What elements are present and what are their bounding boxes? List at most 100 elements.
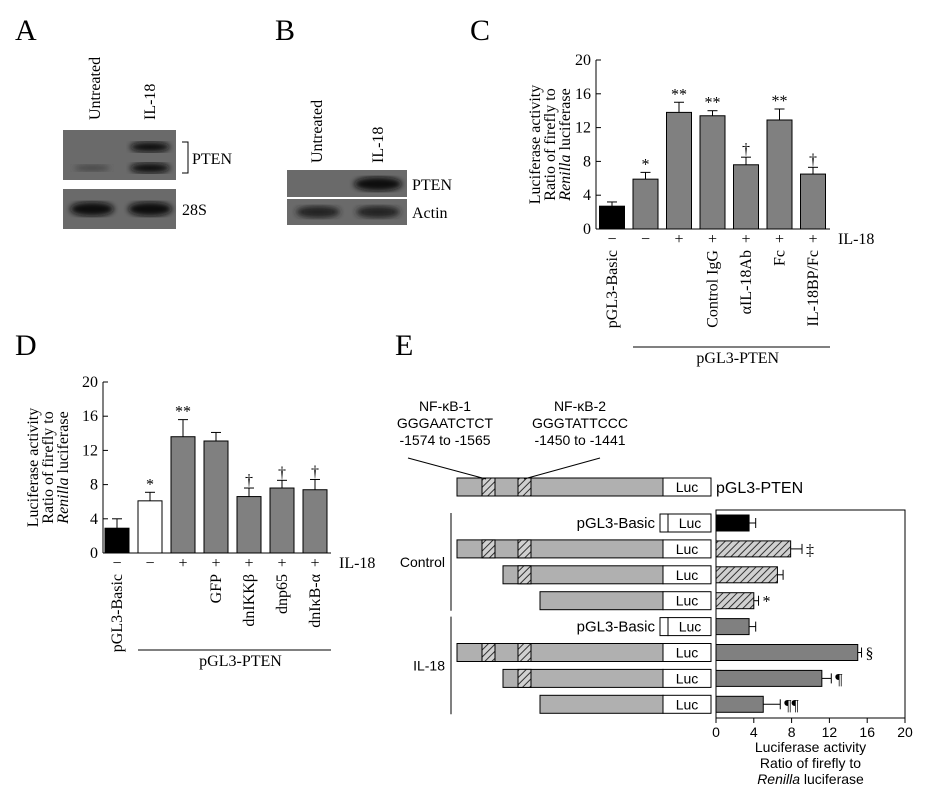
treatment-sign: − <box>145 555 154 572</box>
luc-label: Luc <box>676 593 699 609</box>
annotation: † <box>278 464 286 481</box>
panel-label: B <box>275 14 295 47</box>
group-label: pGL3-PTEN <box>696 350 779 367</box>
row-label: pGL3-Basic <box>577 515 656 532</box>
y-tick-label: 20 <box>82 374 98 391</box>
treatment-sign: − <box>112 555 121 572</box>
group-label: IL-18 <box>413 657 445 673</box>
treatment-sign: + <box>708 231 717 248</box>
lane-label: Untreated <box>87 57 104 120</box>
nf-kb-site <box>517 668 532 688</box>
x-tick-label: Fc <box>772 250 789 266</box>
x-tick-label: 16 <box>859 724 875 740</box>
annotation: ‡ <box>806 542 814 559</box>
annotation: * <box>642 156 650 173</box>
luc-box <box>662 668 712 688</box>
treatment-label: IL-18 <box>838 231 874 248</box>
y-tick-label: 12 <box>82 442 98 459</box>
bar <box>800 173 826 230</box>
group-label: Control <box>400 554 445 570</box>
bar <box>170 436 196 554</box>
x-axis-label-italic: Renilla <box>757 771 800 787</box>
treatment-sign: + <box>674 231 683 248</box>
bar <box>137 500 163 554</box>
x-tick-label: 4 <box>750 724 758 740</box>
y-axis-label-end: luciferase <box>55 411 72 473</box>
lane-label: IL-18 <box>370 127 387 163</box>
annotation: ** <box>175 404 191 421</box>
bar <box>302 489 328 554</box>
bar <box>715 540 792 558</box>
x-tick-label: pGL3-Basic <box>109 574 126 652</box>
blot <box>63 130 176 229</box>
band-label: PTEN <box>412 177 452 194</box>
site-name: NF-κB-1 <box>419 398 471 414</box>
luc-label: Luc <box>679 515 702 531</box>
x-tick-label: αIL-18Ab <box>738 250 755 314</box>
y-tick-label: 4 <box>583 187 591 204</box>
treatment-label: IL-18 <box>339 555 375 572</box>
x-tick-label: GFP <box>208 574 225 603</box>
luc-label: Luc <box>676 479 699 495</box>
site-pos: -1450 to -1441 <box>534 432 625 448</box>
treatment-sign: + <box>775 231 784 248</box>
annotation: † <box>245 472 253 489</box>
nf-kb-site <box>517 565 532 585</box>
bar <box>203 440 229 554</box>
y-tick-label: 16 <box>575 86 591 103</box>
bar <box>632 178 659 230</box>
bar <box>236 496 262 554</box>
luc-box <box>662 477 712 497</box>
x-tick-label: 20 <box>897 724 913 740</box>
treatment-sign: + <box>178 555 187 572</box>
x-axis-label-end: luciferase <box>804 771 864 787</box>
luc-box <box>667 513 712 533</box>
bar <box>715 514 750 532</box>
luc-label: Luc <box>676 670 699 686</box>
site-seq: GGGAATCTCT <box>397 415 494 431</box>
nf-kb-site <box>481 539 496 559</box>
panel-label: A <box>15 14 37 47</box>
y-axis-label-italic: Renilla <box>557 154 574 201</box>
y-tick-label: 0 <box>90 545 98 562</box>
construct-label: pGL3-PTEN <box>716 480 803 497</box>
annotation: § <box>866 646 874 663</box>
treatment-sign: + <box>244 555 253 572</box>
treatment-sign: + <box>211 555 220 572</box>
y-axis-label: Renilla luciferase <box>55 411 72 524</box>
nf-kb-site <box>517 477 532 497</box>
luc-label: Luc <box>676 541 699 557</box>
bar <box>104 527 130 554</box>
x-tick-label: Control IgG <box>705 250 722 328</box>
luc-label: Luc <box>676 696 699 712</box>
vector-box <box>659 513 669 533</box>
y-axis-label: Ratio of firefly to <box>542 88 559 200</box>
annotation: ** <box>671 86 687 103</box>
site-pos: -1574 to -1565 <box>399 432 490 448</box>
annotation: ¶ <box>835 671 843 688</box>
y-tick-label: 12 <box>575 120 591 137</box>
bar <box>715 618 750 636</box>
annotation: † <box>742 141 750 158</box>
bar <box>715 566 778 584</box>
luc-label: Luc <box>676 645 699 661</box>
y-tick-label: 16 <box>82 408 98 425</box>
promoter <box>539 591 664 611</box>
luc-box <box>662 539 712 559</box>
bar <box>269 487 295 554</box>
x-tick-label: 12 <box>822 724 838 740</box>
treatment-sign: + <box>277 555 286 572</box>
x-tick-label: pGL3-Basic <box>604 250 621 328</box>
x-tick-label: dnIκB-α <box>307 573 324 627</box>
y-axis-label-italic: Renilla <box>55 477 72 524</box>
treatment-sign: − <box>607 231 616 248</box>
site-line <box>407 457 487 480</box>
group-label: pGL3-PTEN <box>199 653 282 670</box>
band-label: PTEN <box>192 151 232 168</box>
promoter <box>539 694 664 714</box>
luc-box <box>662 694 712 714</box>
band-label: 28S <box>182 202 207 219</box>
treatment-sign: + <box>808 231 817 248</box>
annotation: † <box>311 463 319 480</box>
